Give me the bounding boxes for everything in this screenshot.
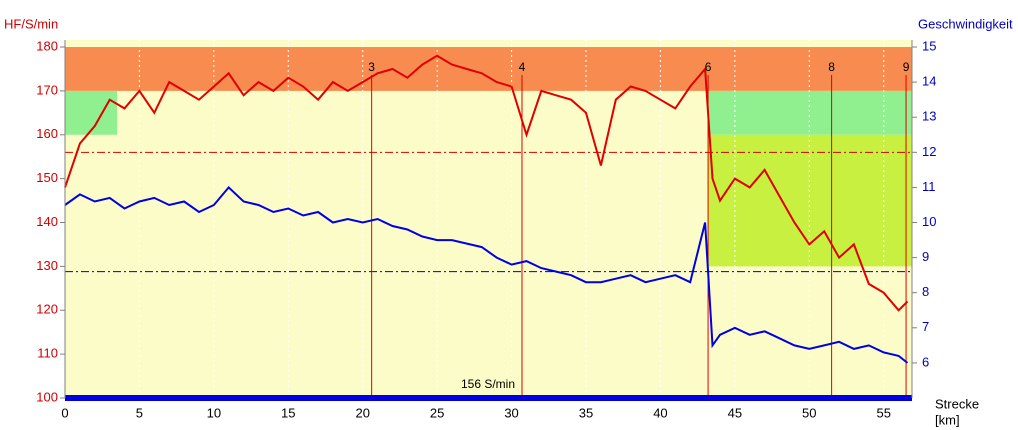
lap-label: 9 bbox=[903, 60, 910, 74]
y-tick-label: 180 bbox=[36, 38, 58, 53]
y-tick-label: 160 bbox=[36, 126, 58, 141]
series-line bbox=[64, 54, 909, 312]
y-tick-label: 120 bbox=[36, 302, 58, 317]
y2-tick-label: 15 bbox=[922, 38, 936, 53]
x-tick-label: 15 bbox=[281, 405, 295, 420]
lap-label: 4 bbox=[519, 60, 526, 74]
y-tick-label: 100 bbox=[36, 389, 58, 404]
y-tick-label: 140 bbox=[36, 214, 58, 229]
lap-label: 8 bbox=[828, 60, 835, 74]
y2-tick-label: 10 bbox=[922, 214, 936, 229]
x-tick-label: 20 bbox=[355, 405, 369, 420]
y2-tick-label: 11 bbox=[922, 179, 936, 194]
y2-tick-label: 6 bbox=[922, 354, 929, 369]
x-tick-label: 50 bbox=[802, 405, 816, 420]
x-axis-unit: [km] bbox=[935, 412, 960, 427]
y-tick-label: 130 bbox=[36, 258, 58, 273]
y-tick-label: 170 bbox=[36, 82, 58, 97]
y2-tick-label: 13 bbox=[922, 109, 936, 124]
hr-zone bbox=[708, 90, 912, 135]
y-tick-label: 110 bbox=[37, 346, 58, 361]
y2-tick-label: 9 bbox=[922, 249, 929, 264]
y2-tick-label: 12 bbox=[922, 144, 936, 159]
hr-zone bbox=[65, 90, 118, 135]
y2-tick-label: 7 bbox=[922, 319, 929, 334]
x-tick-label: 5 bbox=[136, 405, 143, 420]
x-tick-label: 10 bbox=[207, 405, 221, 420]
hr-zone bbox=[65, 47, 912, 91]
y-tick-label: 150 bbox=[36, 170, 58, 185]
x-tick-label: 45 bbox=[728, 405, 742, 420]
x-axis-label: Strecke bbox=[935, 396, 979, 411]
hf-reference-label: 156 S/min bbox=[461, 377, 515, 391]
x-tick-label: 40 bbox=[653, 405, 667, 420]
lap-label: 6 bbox=[705, 60, 712, 74]
y2-tick-label: 14 bbox=[922, 74, 936, 89]
x-tick-label: 35 bbox=[579, 405, 593, 420]
y2-axis-label: Geschwindigkeit bbox=[918, 16, 1013, 31]
x-tick-label: 0 bbox=[61, 405, 68, 420]
x-tick-label: 25 bbox=[430, 405, 444, 420]
lap-label: 3 bbox=[368, 60, 375, 74]
series-line bbox=[64, 185, 909, 364]
y-axis-label: HF/S/min bbox=[4, 16, 58, 31]
hr-zone bbox=[708, 134, 912, 267]
y2-tick-label: 8 bbox=[922, 284, 929, 299]
x-tick-label: 30 bbox=[504, 405, 518, 420]
x-tick-label: 55 bbox=[876, 405, 890, 420]
